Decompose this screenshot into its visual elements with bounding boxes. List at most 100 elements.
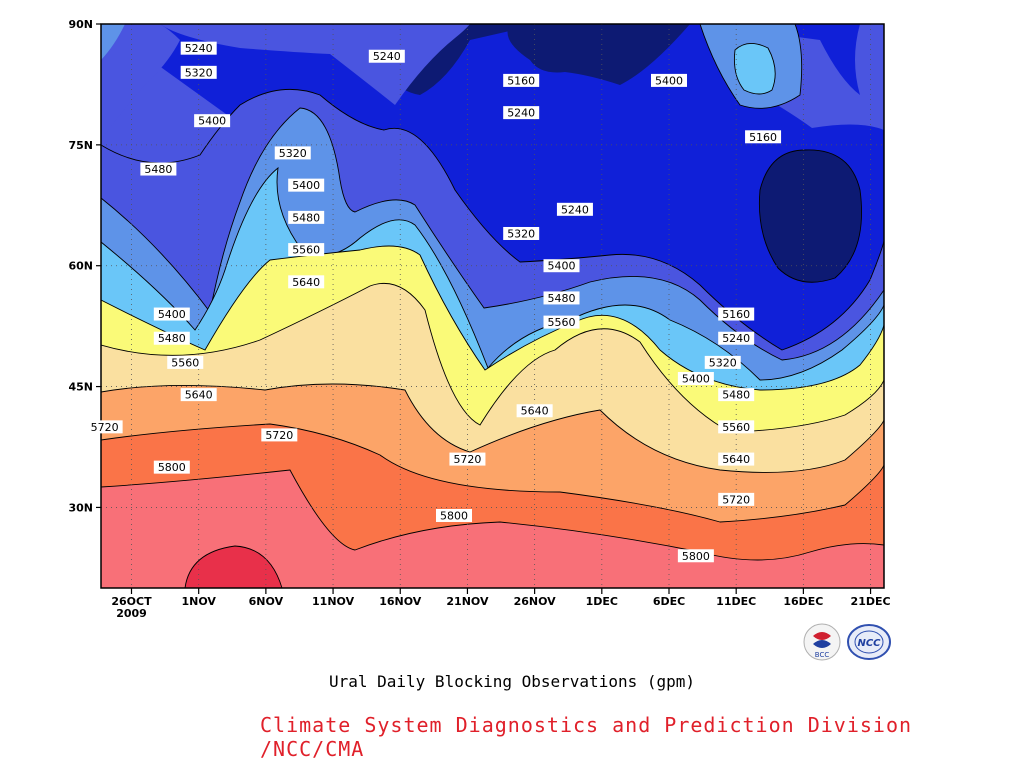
contour-label-bg [288,210,325,224]
contour-label: 5560 [548,316,576,329]
contour-label: 5240 [722,332,750,345]
contour-label: 5400 [158,308,186,321]
plot-frame [100,23,885,589]
cell-5400-top [733,43,776,95]
contour-label: 5480 [144,163,172,176]
ncc-logo-text: NCC [857,638,881,649]
contour-label-bg [180,65,217,79]
contour-label-bg [261,428,298,442]
contour-fills [101,24,884,588]
contour-label: 5160 [722,308,750,321]
contour-label: 5400 [548,260,576,273]
contour-label-bg [180,41,217,55]
contour-label-bg [288,275,325,289]
contour-label-bg [153,307,190,321]
x-tick-label: 16DEC [783,595,823,608]
contour-label: 5320 [507,227,535,240]
bcc-logo: BCC [803,623,841,661]
x-tick-label: 2009 [116,607,147,620]
contour-label-bg [288,178,325,192]
contour-label: 5320 [279,147,307,160]
y-tick-label: 75N [68,139,93,152]
contour-label-bg [718,307,755,321]
x-tick-label: 6DEC [653,595,685,608]
contour-label: 5400 [292,179,320,192]
chart-subtitle: Ural Daily Blocking Observations (gpm) [328,672,696,691]
contour-label: 5720 [265,429,293,442]
contour-label: 5400 [198,115,226,128]
fill-5240-b [101,24,180,140]
x-tick-label: 1NOV [181,595,216,608]
contour-label: 5800 [440,509,468,522]
contour-label: 5640 [722,453,750,466]
contour-label-bg [745,130,782,144]
contour-label-bg [180,388,217,402]
contour-label: 5160 [507,74,535,87]
contour-label: 5240 [507,107,535,120]
contour-label-bg [516,404,553,418]
contour-label: 5720 [453,453,481,466]
contour-label: 5560 [292,244,320,257]
y-tick-label: 30N [68,501,93,514]
contour-label-bg [543,315,580,329]
contour-label: 5240 [561,203,589,216]
contour-label-bg [86,420,123,434]
contour-label-bg [503,106,540,120]
x-tick-label: 21NOV [446,595,489,608]
x-tick-label: 16NOV [379,595,422,608]
fill-5880 [101,545,283,588]
contour-label: 5480 [292,211,320,224]
contour-label-bg [153,460,190,474]
y-tick-label: 90N [68,18,93,31]
low-core-5160 [758,149,863,283]
y-tick-label: 45N [68,381,93,394]
contour-label: 5400 [682,373,710,386]
contour-label-bg [436,508,472,522]
contour-label-bg [677,372,714,386]
x-tick-label: 1DEC [586,595,618,608]
x-tick-label: 21DEC [851,595,891,608]
contour-label-bg [274,146,311,160]
contour-label: 5800 [158,461,186,474]
contour-label-bg [651,73,687,87]
contour-label-bg [368,49,405,63]
x-tick-label: 11NOV [312,595,355,608]
contour-label-bg [704,355,741,369]
contour-label-bg [503,73,540,87]
contour-label: 5400 [655,74,683,87]
contour-label: 5720 [91,421,119,434]
contour-label-bg [140,162,177,176]
x-tick-label: 26OCT [111,595,152,608]
contour-label-bg [677,549,714,563]
x-tick-label: 6NOV [249,595,284,608]
contour-label: 5640 [185,389,213,402]
contour-label-bg [449,452,486,466]
x-tick-label: 11DEC [716,595,756,608]
contour-label: 5720 [722,493,750,506]
contour-label-bg [288,243,325,257]
contour-label: 5640 [521,405,549,418]
contour-label-bg [167,355,204,369]
contour-label: 5240 [185,42,213,55]
cell-5320-nw [101,24,125,60]
contour-label: 5560 [171,356,199,369]
contour-label: 5320 [185,66,213,79]
contour-label: 5560 [722,421,750,434]
contour-labels: 5240 5320 5240 5160 5240 5400 5320 5480 5400 5480… [86,41,782,563]
y-tick-label: 60N [68,260,93,273]
contour-label-bg [718,420,755,434]
contour-label: 5480 [158,332,186,345]
contour-label-bg [556,202,593,216]
contour-label-bg [153,331,190,345]
ncc-logo: NCC [847,624,891,660]
contour-label: 5240 [373,50,401,63]
contour-label-bg [543,259,580,273]
contour-label: 5320 [709,356,737,369]
contour-label-bg [543,291,580,305]
contour-label: 5480 [548,292,576,305]
fill-lt5160-b [507,24,700,85]
contour-label-bg [718,331,755,345]
x-tick-label: 26NOV [514,595,557,608]
contour-label-bg [194,114,231,128]
